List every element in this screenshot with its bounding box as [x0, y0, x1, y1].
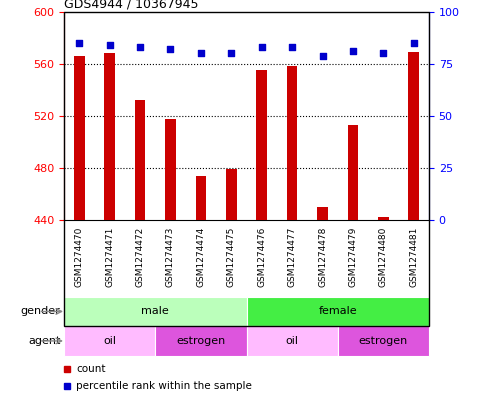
Text: oil: oil: [103, 336, 116, 346]
Point: [167, 46, 175, 52]
Point: [227, 50, 235, 57]
Bar: [155, 326, 246, 356]
Text: agent: agent: [28, 336, 61, 346]
Text: estrogen: estrogen: [359, 336, 408, 346]
Bar: [135, 100, 145, 220]
Text: oil: oil: [285, 336, 299, 346]
Point: [136, 44, 144, 50]
Bar: [287, 66, 297, 220]
Point: [349, 48, 357, 55]
Bar: [338, 326, 429, 356]
Bar: [165, 119, 176, 220]
Point: [410, 40, 418, 46]
Bar: [64, 326, 155, 356]
Text: female: female: [318, 307, 357, 316]
Text: estrogen: estrogen: [176, 336, 225, 346]
Text: male: male: [141, 307, 169, 316]
Bar: [378, 217, 388, 220]
Bar: [246, 326, 338, 356]
Bar: [348, 125, 358, 220]
Bar: [408, 52, 419, 220]
Bar: [246, 297, 429, 326]
Bar: [226, 169, 237, 220]
Bar: [256, 70, 267, 220]
Point: [380, 50, 387, 57]
Bar: [317, 207, 328, 220]
Text: gender: gender: [21, 307, 61, 316]
Bar: [64, 297, 246, 326]
Bar: [196, 176, 206, 220]
Point: [106, 42, 113, 48]
Text: percentile rank within the sample: percentile rank within the sample: [76, 380, 252, 391]
Text: GDS4944 / 10367945: GDS4944 / 10367945: [64, 0, 199, 11]
Bar: [74, 56, 85, 220]
Point: [75, 40, 83, 46]
Point: [288, 44, 296, 50]
Bar: [105, 53, 115, 220]
Point: [197, 50, 205, 57]
Point: [258, 44, 266, 50]
Point: [318, 52, 326, 59]
Text: count: count: [76, 364, 106, 374]
